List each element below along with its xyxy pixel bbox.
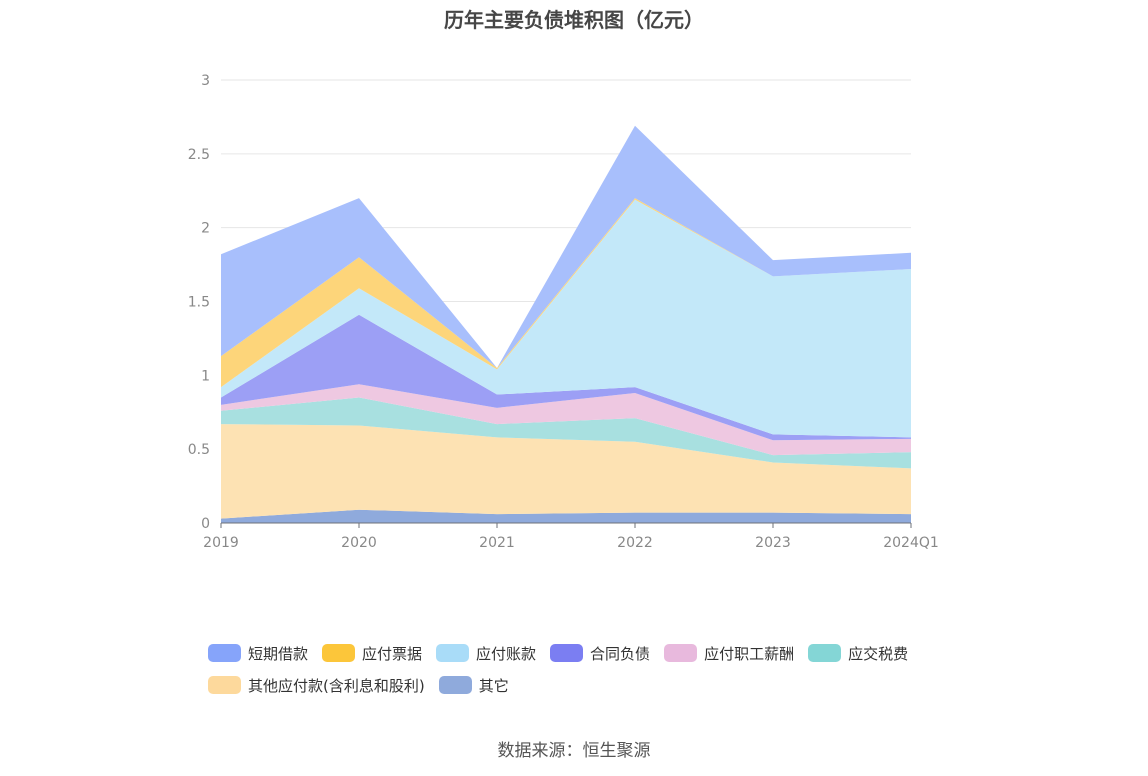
y-tick-label: 2.5: [188, 147, 210, 163]
x-tick-label: 2019: [203, 535, 239, 551]
legend-item[interactable]: 应付职工薪酬: [664, 637, 794, 669]
area-series: [221, 314, 911, 441]
x-tick-label: 2024Q1: [883, 535, 939, 551]
legend-item[interactable]: 应交税费: [808, 637, 908, 669]
legend-item[interactable]: 短期借款: [208, 637, 308, 669]
legend-label: 应付票据: [362, 644, 423, 663]
legend-swatch: [808, 644, 842, 662]
y-tick-label: 3: [201, 73, 210, 89]
legend-swatch: [664, 644, 698, 662]
x-tick-label: 2021: [479, 535, 515, 551]
y-tick-label: 1: [201, 368, 210, 384]
legend-label: 短期借款: [248, 644, 309, 663]
legend-label: 其他应付款(含利息和股利): [248, 676, 425, 695]
legend-label: 合同负债: [590, 644, 651, 663]
legend-label: 其它: [478, 676, 509, 695]
data-source: 数据来源：恒生聚源: [497, 741, 651, 761]
legend-label: 应付职工薪酬: [704, 644, 795, 663]
legend-item[interactable]: 合同负债: [550, 637, 650, 669]
legend-swatch: [208, 644, 241, 662]
legend: 短期借款 应付票据 应付账款 合同负债 应付职工薪酬 应交税费其他应付款(含利息和股利) 其…: [208, 637, 968, 701]
legend-item[interactable]: 其他应付款(含利息和股利): [208, 669, 425, 701]
area-series: [221, 199, 911, 438]
x-tick-label: 2022: [617, 535, 653, 551]
stacked-area-chart: 0 0.5 1 1.5 2 2.5 3 2019 2020 2021 2022 2023 2024Q1: [188, 73, 939, 551]
y-tick-label: 0.5: [188, 442, 210, 458]
legend-item[interactable]: 应付账款: [436, 637, 536, 669]
legend-swatch: [438, 676, 472, 694]
area-series: [221, 125, 911, 368]
legend-swatch: [550, 644, 584, 662]
legend-label: 应交税费: [848, 644, 909, 663]
legend-swatch: [322, 644, 356, 662]
x-tick-label: 2020: [341, 535, 377, 551]
legend-swatch: [208, 676, 241, 694]
y-tick-label: 2: [201, 221, 210, 237]
y-tick-label: 1.5: [188, 295, 210, 311]
area-series: [221, 384, 911, 456]
legend-label: 应付账款: [476, 644, 537, 663]
legend-item[interactable]: 其它: [438, 669, 509, 701]
legend-item[interactable]: 应付票据: [322, 637, 422, 669]
x-tick-label: 2023: [755, 535, 791, 551]
area-series: [221, 424, 911, 519]
chart-title: 历年主要负债堆积图（亿元）: [444, 8, 704, 32]
area-series: [221, 509, 911, 523]
area-series: [221, 397, 911, 469]
legend-swatch: [436, 644, 470, 662]
y-tick-label: 0: [201, 516, 210, 532]
